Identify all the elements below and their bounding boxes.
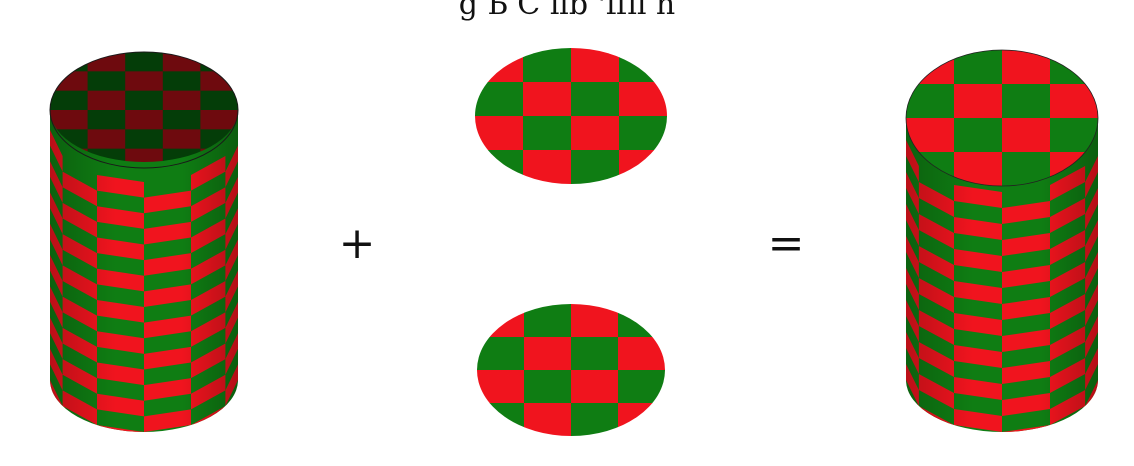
disk-tile — [475, 116, 524, 151]
bottom-disk-face — [477, 304, 665, 436]
interior-tile — [50, 71, 89, 92]
disk-tile — [618, 304, 665, 338]
interior-tile — [125, 90, 164, 111]
side-shading — [50, 110, 238, 432]
disk-tile — [1002, 50, 1051, 85]
bottom-disk — [477, 304, 665, 436]
equals-sign: = — [768, 218, 805, 269]
figure-caption: g Ь C ilb 'ffii h — [459, 0, 676, 22]
disk-tile — [523, 150, 572, 184]
disk-tile — [571, 116, 620, 151]
interior-tile — [162, 52, 201, 72]
disk-tile — [619, 48, 667, 83]
disk-tile — [477, 403, 525, 436]
disk-tile — [1002, 84, 1051, 119]
disk-tile — [571, 304, 619, 338]
disk-tile — [523, 82, 572, 117]
interior-tile — [87, 90, 126, 111]
disk-tile — [1050, 84, 1098, 119]
disk-tile — [475, 48, 524, 83]
cap-outline — [905, 49, 1099, 187]
cylinder-rim — [49, 51, 239, 169]
interior-tile — [162, 110, 201, 130]
interior-tile — [200, 52, 238, 72]
interior-tile — [162, 129, 201, 150]
plus-sign: + — [339, 218, 376, 269]
disk-tile — [1050, 50, 1098, 85]
interior-tile — [200, 90, 238, 111]
disk-tile — [619, 116, 667, 151]
interior-tile — [50, 110, 89, 130]
interior-tile — [162, 71, 201, 92]
disk-tile — [1002, 118, 1051, 153]
interior-tile — [125, 71, 164, 92]
interior-tile — [50, 90, 89, 111]
interior-tile — [87, 110, 126, 130]
interior-tile — [125, 52, 164, 72]
cylinder-interior — [50, 52, 238, 168]
disk-tile — [524, 337, 572, 371]
interior-tile — [125, 110, 164, 130]
disk-tile — [477, 370, 525, 404]
disk-tile — [954, 84, 1003, 119]
disk-tile — [524, 370, 572, 404]
top-disk-face — [475, 48, 667, 184]
disk-tile — [571, 337, 619, 371]
disk-tile — [954, 50, 1003, 85]
interior-tile — [162, 90, 201, 111]
disk-tile — [523, 116, 572, 151]
interior-tile — [87, 52, 126, 72]
interior-tile — [87, 71, 126, 92]
disk-tile — [618, 370, 665, 404]
disk-tile — [906, 50, 955, 85]
disk-tile — [954, 118, 1003, 153]
disk-tile — [619, 82, 667, 117]
disk-tile — [477, 304, 525, 338]
closed-cylinder — [905, 49, 1099, 432]
disk-tile — [618, 337, 665, 371]
open-cylinder — [49, 51, 239, 432]
disk-tile — [571, 150, 620, 184]
disk-tile — [906, 84, 955, 119]
disk-tile — [571, 82, 620, 117]
interior-tile — [200, 110, 238, 130]
interior-tile — [50, 52, 89, 72]
disk-tile — [477, 337, 525, 371]
disk-tile — [524, 304, 572, 338]
interior-tile — [125, 129, 164, 150]
top-disk — [475, 48, 667, 184]
interior-tile — [87, 129, 126, 150]
disk-tile — [571, 48, 620, 83]
disk-tile — [619, 150, 667, 184]
disk-tile — [523, 48, 572, 83]
disk-tile — [571, 370, 619, 404]
disk-tile — [475, 150, 524, 184]
disk-tile — [571, 403, 619, 436]
disk-tile — [475, 82, 524, 117]
interior-tile — [200, 71, 238, 92]
disk-tile — [618, 403, 665, 436]
disk-tile — [524, 403, 572, 436]
